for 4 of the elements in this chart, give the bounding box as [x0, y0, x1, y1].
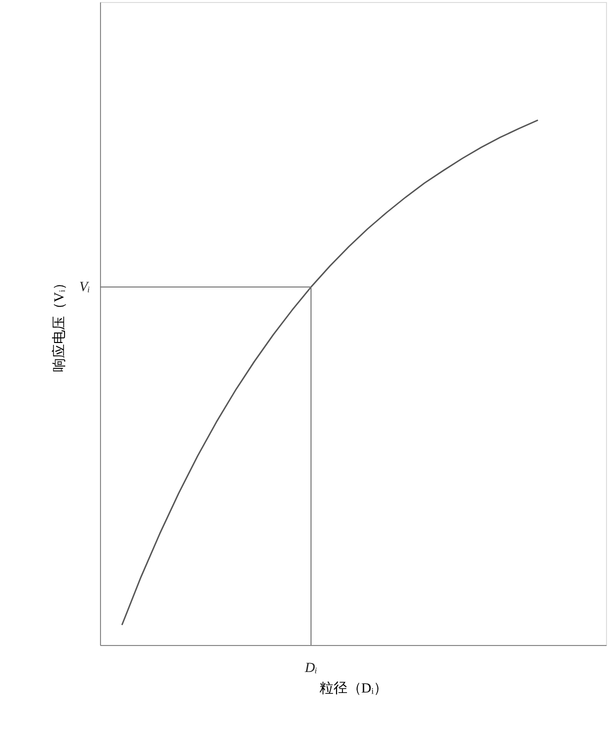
x-axis-title: 粒径（Dᵢ）: [319, 680, 388, 696]
ref-line-label: Vᵢ: [79, 280, 90, 296]
y-axis-title: 响应电压（Vᵢ）: [52, 276, 68, 372]
text: Dᵢ: [304, 661, 318, 676]
